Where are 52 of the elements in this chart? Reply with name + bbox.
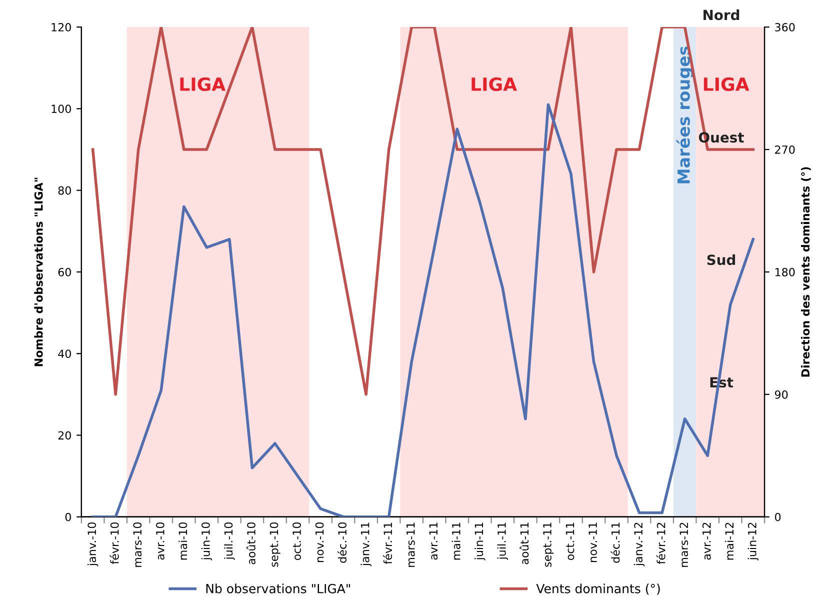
y-tick-label: 0	[65, 512, 71, 522]
x-tick-label: mars-10	[133, 522, 142, 567]
x-tick-label: juil.-10	[224, 522, 235, 560]
legend-label: Nb observations "LIGA"	[206, 584, 350, 594]
x-tick-label: mai-10	[178, 522, 188, 560]
x-tick-label: déc.-10	[337, 522, 347, 563]
band-label: LIGA	[704, 77, 750, 92]
x-tick-label: déc.-11	[610, 522, 620, 563]
x-tick-label: févr.-10	[110, 522, 119, 564]
x-tick-label: oct.-10	[292, 522, 301, 560]
y-tick-label: 40	[58, 350, 71, 358]
x-tick-label: sept.-11	[543, 522, 554, 567]
y-tick-label: 60	[58, 268, 71, 276]
x-tick-label: mars-11	[406, 522, 415, 567]
y-axis-title: Nombre d'observations "LIGA"	[34, 178, 43, 366]
x-tick-label: nov.-10	[315, 522, 324, 562]
x-tick-label: mai-12	[724, 522, 734, 560]
x-tick-label: avr.-12	[702, 522, 711, 560]
line-series	[91, 27, 755, 396]
x-tick-label: mai-11	[452, 522, 460, 560]
y2-tick-label: 270	[775, 145, 795, 154]
y2-tick-label: 360	[775, 23, 795, 32]
x-tick-label: juin-12	[748, 522, 759, 560]
x-tick-label: sept.-10	[270, 522, 280, 567]
x-tick-label: mars-12	[680, 522, 688, 567]
x-tick-label: oct.-11	[566, 522, 574, 560]
y-tick-label: 80	[58, 186, 71, 195]
x-tick-label: janv.-12	[634, 522, 645, 566]
y2-axis-title: Direction des vents dominants (°)	[801, 167, 811, 377]
y-tick-label: 100	[52, 104, 71, 114]
x-tick-label: juil.-11	[497, 522, 508, 560]
x-tick-label: avr.-11	[429, 522, 438, 560]
band-label: LIGA	[180, 77, 226, 92]
x-tick-label: juin-11	[474, 522, 486, 560]
x-tick-label: août-11	[520, 522, 529, 564]
x-tick-label: janv.-11	[360, 522, 372, 566]
y-tick-label: 20	[58, 431, 71, 440]
x-tick-label: juin-10	[201, 522, 212, 560]
x-tick-label: févr.-11	[383, 522, 392, 564]
x-tick-label: août-10	[246, 522, 256, 564]
x-tick-label: janv.-10	[87, 522, 98, 566]
x-tick-label: nov.-11	[588, 522, 597, 562]
band-label: LIGA	[472, 77, 517, 92]
text: Nord	[704, 9, 740, 20]
y2-tick-label: 0	[774, 512, 781, 522]
y-tick-label: 120	[52, 23, 71, 32]
y2-tick-label: 90	[774, 390, 788, 399]
legend-label: Vents dominants (°)	[536, 584, 660, 595]
annotation: Sud	[707, 254, 736, 266]
x-tick-label: avr.-10	[156, 522, 164, 560]
y2-tick-label: 180	[775, 268, 795, 276]
x-tick-label: févr.-12	[656, 522, 666, 564]
